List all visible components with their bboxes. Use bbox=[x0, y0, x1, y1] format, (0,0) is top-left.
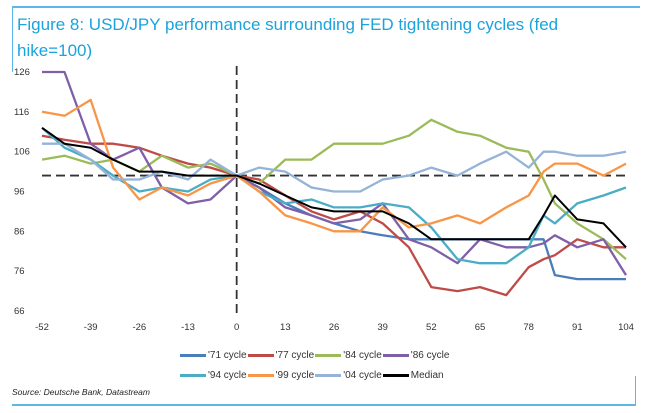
x-tick-label: 13 bbox=[280, 322, 291, 333]
x-tick-label: -39 bbox=[84, 322, 98, 333]
legend-swatch bbox=[180, 373, 206, 377]
legend-item: '04 cycle bbox=[315, 370, 382, 381]
legend-item: '84 cycle bbox=[315, 350, 382, 361]
series-line-7 bbox=[41, 126, 627, 248]
legend-row: '94 cycle '99 cycle '04 cycle Median bbox=[180, 365, 480, 385]
legend-swatch bbox=[180, 353, 206, 357]
legend-label: Median bbox=[410, 369, 444, 381]
x-tick-label: -52 bbox=[35, 322, 49, 333]
y-tick-label: 96 bbox=[14, 187, 25, 198]
y-tick-label: 66 bbox=[14, 306, 25, 317]
legend-label: '04 cycle bbox=[343, 369, 382, 381]
legend-label: '86 cycle bbox=[410, 349, 450, 361]
x-tick-label: 26 bbox=[329, 322, 340, 333]
legend-swatch bbox=[382, 353, 409, 357]
legend-label: '71 cycle bbox=[208, 349, 247, 361]
y-tick-label: 126 bbox=[14, 67, 30, 78]
series-line-6 bbox=[42, 142, 627, 193]
frame-bottom-border bbox=[12, 404, 636, 406]
x-tick-label: 65 bbox=[475, 322, 486, 333]
legend-item: '77 cycle bbox=[247, 349, 315, 361]
legend-item: '99 cycle bbox=[247, 369, 315, 381]
series-line-1 bbox=[41, 134, 626, 297]
legend-item: '94 cycle bbox=[180, 370, 247, 381]
legend-swatch bbox=[315, 353, 342, 357]
frame-top-border bbox=[12, 6, 640, 8]
y-tick-label: 116 bbox=[14, 107, 29, 118]
legend-swatch bbox=[315, 373, 342, 377]
legend-item: Median bbox=[382, 369, 444, 381]
x-tick-label: 39 bbox=[377, 322, 388, 333]
frame-right-border bbox=[635, 376, 636, 406]
y-tick-label: 76 bbox=[14, 266, 25, 277]
frame-left-border bbox=[12, 6, 13, 72]
legend-label: '77 cycle bbox=[275, 349, 315, 361]
series-line-5 bbox=[41, 98, 627, 233]
x-tick-label: -13 bbox=[181, 322, 195, 333]
y-tick-label: 86 bbox=[14, 226, 25, 237]
x-tick-label: 91 bbox=[572, 322, 583, 333]
x-tick-label: -26 bbox=[132, 322, 146, 333]
legend-swatch bbox=[247, 353, 274, 357]
legend-label: '94 cycle bbox=[208, 369, 247, 381]
series-line-3 bbox=[42, 70, 627, 276]
series-line-4 bbox=[41, 126, 627, 265]
chart-title: Figure 8: USD/JPY performance surroundin… bbox=[17, 15, 559, 60]
legend-item: '71 cycle bbox=[180, 350, 247, 361]
x-tick-label: 0 bbox=[234, 322, 239, 333]
x-tick-label: 78 bbox=[523, 322, 534, 333]
legend-label: '84 cycle bbox=[343, 349, 382, 361]
x-tick-label: 52 bbox=[426, 322, 437, 333]
legend: '71 cycle '77 cycle '84 cycle '86 cycle '94 … bbox=[180, 345, 480, 385]
legend-row: '71 cycle '77 cycle '84 cycle '86 cycle bbox=[180, 345, 480, 365]
legend-swatch bbox=[247, 373, 274, 377]
legend-label: '99 cycle bbox=[275, 369, 315, 381]
y-tick-label: 106 bbox=[14, 147, 30, 158]
legend-item: '86 cycle bbox=[382, 349, 450, 361]
legend-swatch bbox=[382, 373, 409, 377]
x-tick-label: 104 bbox=[618, 322, 634, 333]
source-note: Source: Deutsche Bank, Datastream bbox=[12, 387, 150, 397]
